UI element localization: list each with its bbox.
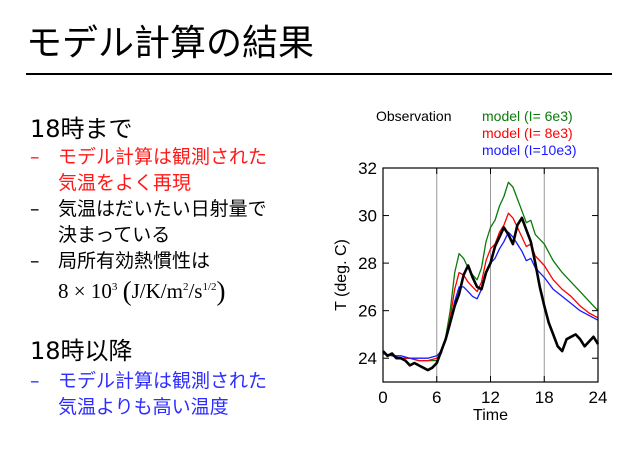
y-tick-label: 24 <box>358 349 377 368</box>
bullet-dash: – <box>30 250 40 272</box>
bullet-text-line2: 気温よりも高い温度 <box>58 396 229 418</box>
bullet-model-higher: – モデル計算は観測された 気温よりも高い温度 <box>30 368 267 420</box>
bullet-dash: – <box>30 146 40 168</box>
legend-entry: model (I= 6e3) <box>482 108 573 124</box>
y-axis-label: T (deg. C) <box>333 239 350 311</box>
formula-exponent: 3 <box>111 281 118 293</box>
slide-title: モデル計算の結果 <box>26 23 315 64</box>
bullet-thermal-inertia: – 局所有効熱慣性は <box>30 248 210 274</box>
thermal-inertia-formula: 8 × 103 (J/K/m2/s1/2) <box>58 276 226 306</box>
series-line-model-1 <box>382 181 599 362</box>
bullet-text-line1: 気温はだいたい日射量で <box>58 198 267 220</box>
section-heading-after-18: 18時以降 <box>30 337 133 365</box>
formula-unit-exp2: 1/2 <box>202 281 217 293</box>
series-line-model-2 <box>382 212 599 362</box>
bullet-text-line2: 気温をよく再現 <box>58 172 192 194</box>
formula-coefficient: 8 × 10 <box>58 279 112 303</box>
y-tick-label: 26 <box>358 302 377 321</box>
legend-entry: model (I=10e3) <box>482 142 577 158</box>
x-tick-label: 0 <box>378 388 387 407</box>
title-divider <box>26 73 612 75</box>
bullet-text-line2: 決まっている <box>58 224 171 246</box>
x-tick-label: 12 <box>481 388 500 407</box>
bullet-text-line1: 局所有効熱慣性は <box>58 250 211 272</box>
formula-unit-exp1: 2 <box>182 281 189 293</box>
x-tick-label: 6 <box>432 388 441 407</box>
bullet-dash: – <box>30 370 40 392</box>
bullet-dash: – <box>30 198 40 220</box>
bullet-text-line1: モデル計算は観測された <box>58 370 268 392</box>
series-line-observation <box>382 216 600 372</box>
x-tick-label: 24 <box>589 388 608 407</box>
bullet-text-line1: モデル計算は観測された <box>58 146 268 168</box>
y-tick-label: 30 <box>358 207 377 226</box>
bullet-solar-radiation: – 気温はだいたい日射量で 決まっている <box>30 196 267 248</box>
x-tick-label: 18 <box>535 388 554 407</box>
y-tick-label: 32 <box>358 159 377 178</box>
formula-unit-b: /s <box>188 279 203 303</box>
legend-entry: Observation <box>376 108 451 124</box>
x-axis-label: Time <box>473 407 508 424</box>
legend-entry: model (I= 8e3) <box>482 125 573 141</box>
bullet-model-reproduces: – モデル計算は観測された 気温をよく再現 <box>30 144 267 196</box>
formula-unit-a: J/K/m <box>131 279 183 303</box>
section-heading-until-18: 18時まで <box>30 115 133 143</box>
y-tick-label: 28 <box>358 254 377 273</box>
